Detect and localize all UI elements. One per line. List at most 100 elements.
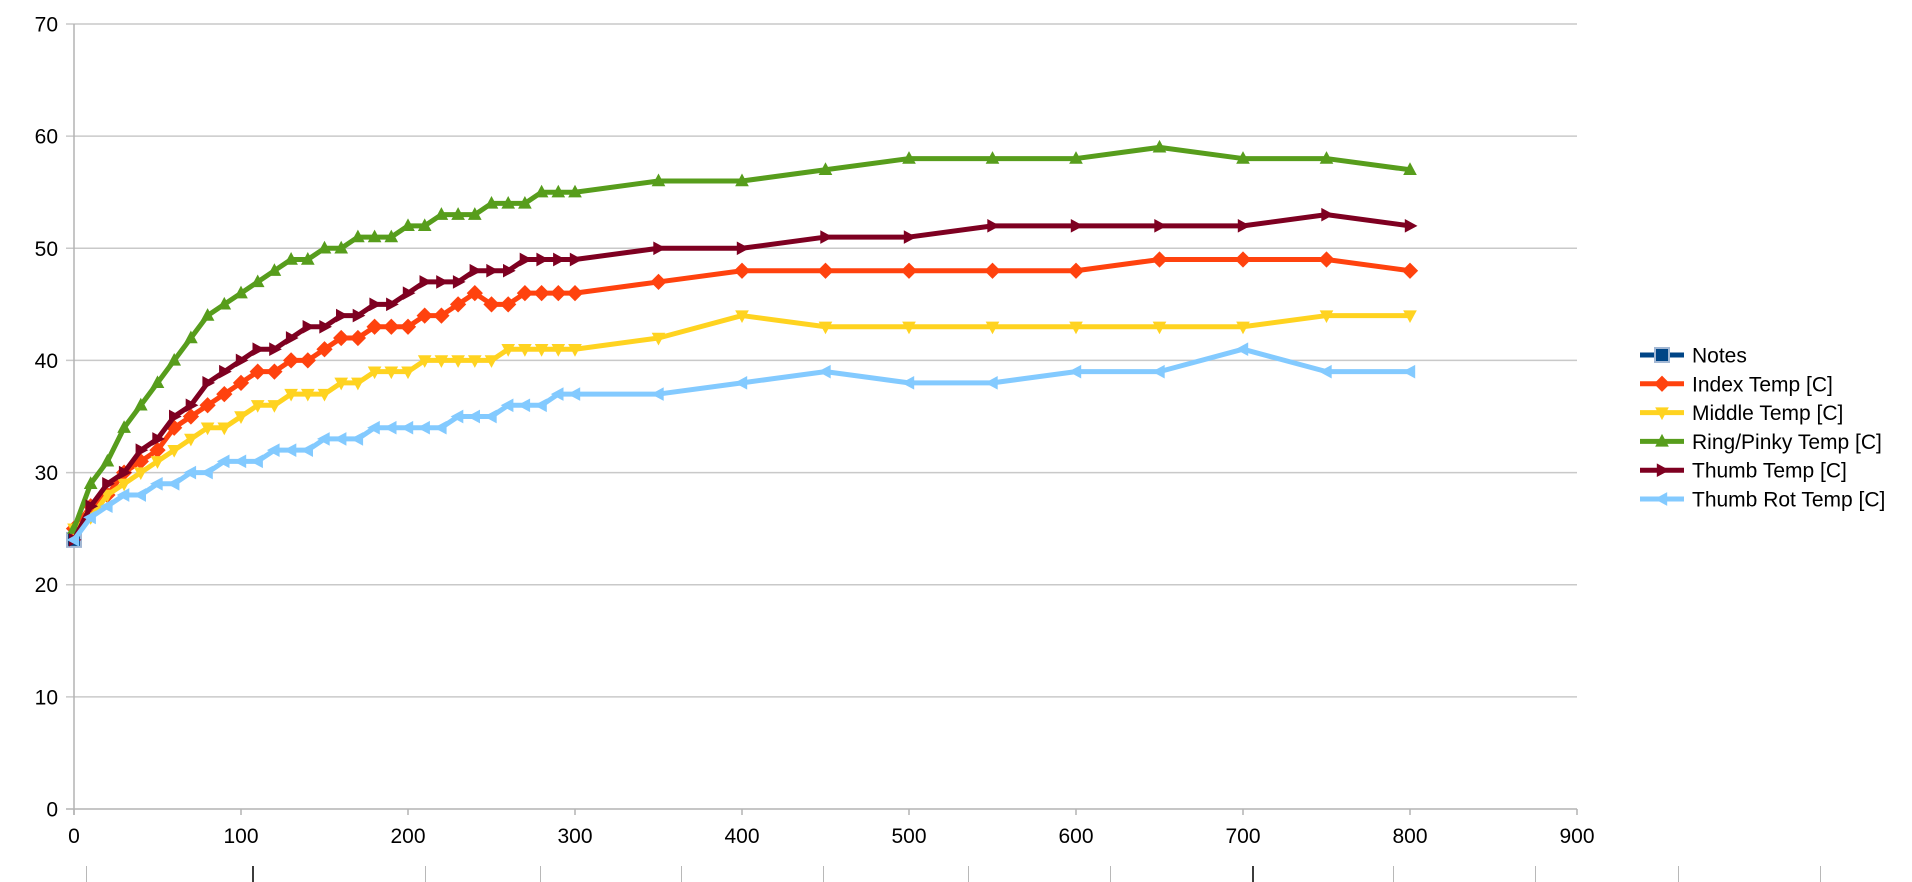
triangle-down-marker [351,377,365,391]
triangle-right-marker [536,252,550,267]
triangle-right-marker [653,241,666,256]
triangle-down-marker [902,321,916,335]
triangle-up-marker [985,151,1000,164]
x-tick-label-200: 200 [390,825,425,848]
triangle-down-marker [167,444,182,458]
triangle-left-marker [484,409,497,424]
ruler-tick [823,866,824,882]
triangle-down-marker [317,388,332,402]
diamond-marker [1067,262,1085,279]
ruler-tick [86,866,87,882]
legend-label: Index Temp [C] [1692,373,1833,396]
x-tick-label-500: 500 [891,825,926,848]
legend-label: Middle Temp [C] [1692,402,1843,425]
triangle-down-marker [735,310,749,324]
triangle-right-marker [553,252,566,267]
triangle-up-marker [217,296,232,310]
triangle-up-marker [200,308,215,321]
triangle-left-marker [200,465,213,480]
triangle-up-marker [417,218,432,232]
legend-item-thumb-temp-c-: Thumb Temp [C] [1640,460,1847,483]
x-axis-tick-labels: 0 100 200 300 400 500 600 700 800 900 [68,809,1595,848]
y-tick-label-10: 10 [35,686,58,709]
triangle-right-marker [235,353,249,368]
triangle-down-marker [384,366,399,380]
triangle-down-marker [985,321,1000,335]
diamond-marker [366,318,383,335]
diamond-marker [232,374,250,391]
diamond-marker [500,296,517,313]
triangle-down-marker [100,489,115,503]
triangle-down-marker [651,332,666,346]
triangle-down-marker [401,366,415,380]
triangle-left-marker [1152,364,1165,379]
triangle-left-marker [500,398,514,413]
x-tick-label-400: 400 [724,825,759,848]
triangle-left-marker [133,488,146,502]
triangle-down-marker [133,467,148,481]
triangle-left-marker [150,476,163,491]
triangle-up-marker [551,184,566,198]
triangle-left-marker [233,454,247,469]
triangle-right-marker [352,308,366,323]
triangle-up-marker [818,162,833,175]
triangle-up-marker [250,274,265,288]
diamond-marker [316,341,333,358]
triangle-right-marker [469,263,483,278]
legend-triangle-down-marker-icon [1655,407,1669,421]
diamond-marker [433,307,450,324]
diamond-marker [333,329,350,347]
diamond-marker [383,318,400,335]
triangle-up-marker [1069,151,1083,164]
triangle-right-marker [436,275,449,289]
triangle-left-marker [400,420,414,435]
triangle-left-marker [901,376,915,390]
triangle-right-marker [1237,219,1251,233]
triangle-down-marker [518,344,532,357]
triangle-down-marker [1319,310,1334,324]
triangle-right-marker [185,398,199,413]
triangle-right-marker [135,443,149,457]
diamond-marker [466,285,483,302]
triangle-right-marker [903,230,917,244]
triangle-left-marker [1319,364,1332,379]
ruler-tick [425,866,426,882]
triangle-up-marker [267,263,282,276]
ruler-tick [1110,866,1111,882]
triangle-down-marker [267,400,282,413]
diamond-marker [984,262,1001,279]
triangle-up-marker [434,207,449,220]
triangle-right-marker [486,263,499,278]
triangle-left-marker [266,443,280,457]
triangle-right-marker [302,319,316,334]
triangle-right-marker [118,465,132,480]
triangle-left-marker [300,443,313,457]
diamond-marker [1318,251,1335,268]
triangle-down-marker [217,422,232,436]
diamond-marker [516,285,534,302]
diamond-marker [1151,251,1168,268]
legend-triangle-right-marker-icon [1656,463,1670,478]
triangle-left-marker [417,420,430,435]
triangle-right-marker [202,376,216,390]
triangle-right-marker [319,319,332,334]
triangle-down-marker [534,344,549,357]
triangle-up-marker [651,173,666,187]
triangle-down-marker [300,388,315,402]
ruler-tick [681,866,682,882]
triangle-up-marker [150,375,165,389]
triangle-down-marker [1069,321,1083,335]
diamond-marker [182,408,200,425]
ruler-tick [540,866,541,882]
diamond-marker [349,329,367,347]
triangle-left-marker [216,454,230,469]
triangle-left-marker [116,488,130,502]
triangle-up-marker [735,173,749,187]
triangle-left-marker [383,420,397,435]
diamond-marker [1401,262,1419,279]
triangle-up-marker [100,453,115,467]
triangle-up-marker [284,252,298,265]
triangle-left-marker [183,465,197,480]
triangle-right-marker [503,263,516,278]
